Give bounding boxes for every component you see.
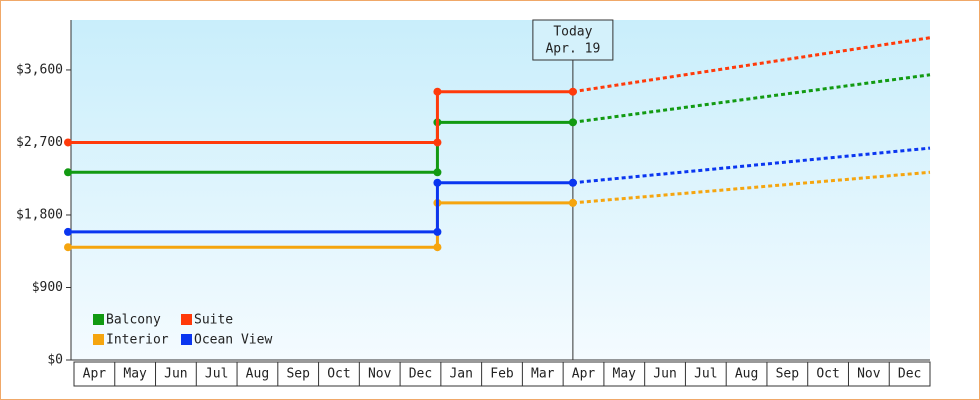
point [433, 138, 442, 147]
projection-line [572, 170, 931, 205]
x-tick-label: May [123, 367, 147, 382]
plot-area [71, 20, 930, 360]
x-tick-label: Sep [286, 367, 310, 382]
legend-label: Balcony [106, 313, 161, 328]
point [433, 227, 442, 236]
point [568, 198, 577, 207]
legend-swatch [93, 314, 104, 325]
x-tick-label: Aug [246, 367, 269, 382]
y-tick-label: $1,800 [16, 207, 63, 222]
x-tick-label: Jul [205, 367, 228, 382]
today-label: Today [553, 25, 592, 40]
today-box [532, 19, 614, 61]
legend-label: Suite [194, 313, 233, 328]
legend-label: Ocean View [194, 333, 272, 348]
x-tick-label: Apr [572, 367, 596, 382]
today-date: Apr. 19 [545, 42, 600, 57]
point [568, 178, 577, 187]
x-tick-label: Mar [531, 367, 555, 382]
point [64, 243, 72, 252]
x-tick-label: Feb [490, 367, 514, 382]
x-tick-label: Jun [164, 367, 187, 382]
legend-swatch [181, 334, 192, 345]
point [64, 227, 72, 236]
x-tick-label: Oct [816, 367, 839, 382]
legend-swatch [93, 334, 104, 345]
x-tick-label: Nov [857, 367, 881, 382]
x-tick-label: Aug [735, 367, 758, 382]
projection-line [572, 146, 931, 185]
x-tick-label: Apr [83, 367, 107, 382]
y-tick-label: $900 [32, 280, 63, 295]
x-tick-label: Jun [653, 367, 676, 382]
point [64, 168, 72, 177]
point [64, 138, 72, 147]
x-tick-label: Jul [694, 367, 717, 382]
x-tick-label: Sep [776, 367, 800, 382]
x-axis-band [73, 361, 931, 387]
point [433, 87, 442, 96]
y-tick-label: $3,600 [16, 62, 63, 77]
point [433, 243, 442, 252]
point [568, 87, 577, 96]
x-tick-label: May [613, 367, 637, 382]
legend-swatch [181, 314, 192, 325]
y-tick-label: $0 [47, 353, 63, 368]
legend-label: Interior [106, 333, 169, 348]
x-tick-label: Dec [409, 367, 432, 382]
x-tick-label: Jan [449, 367, 472, 382]
x-tick-label: Dec [898, 367, 921, 382]
x-tick-label: Nov [368, 367, 392, 382]
point [433, 178, 442, 187]
point [433, 168, 442, 177]
point [568, 118, 577, 127]
x-tick-label: Oct [327, 367, 350, 382]
y-tick-label: $2,700 [16, 135, 63, 150]
